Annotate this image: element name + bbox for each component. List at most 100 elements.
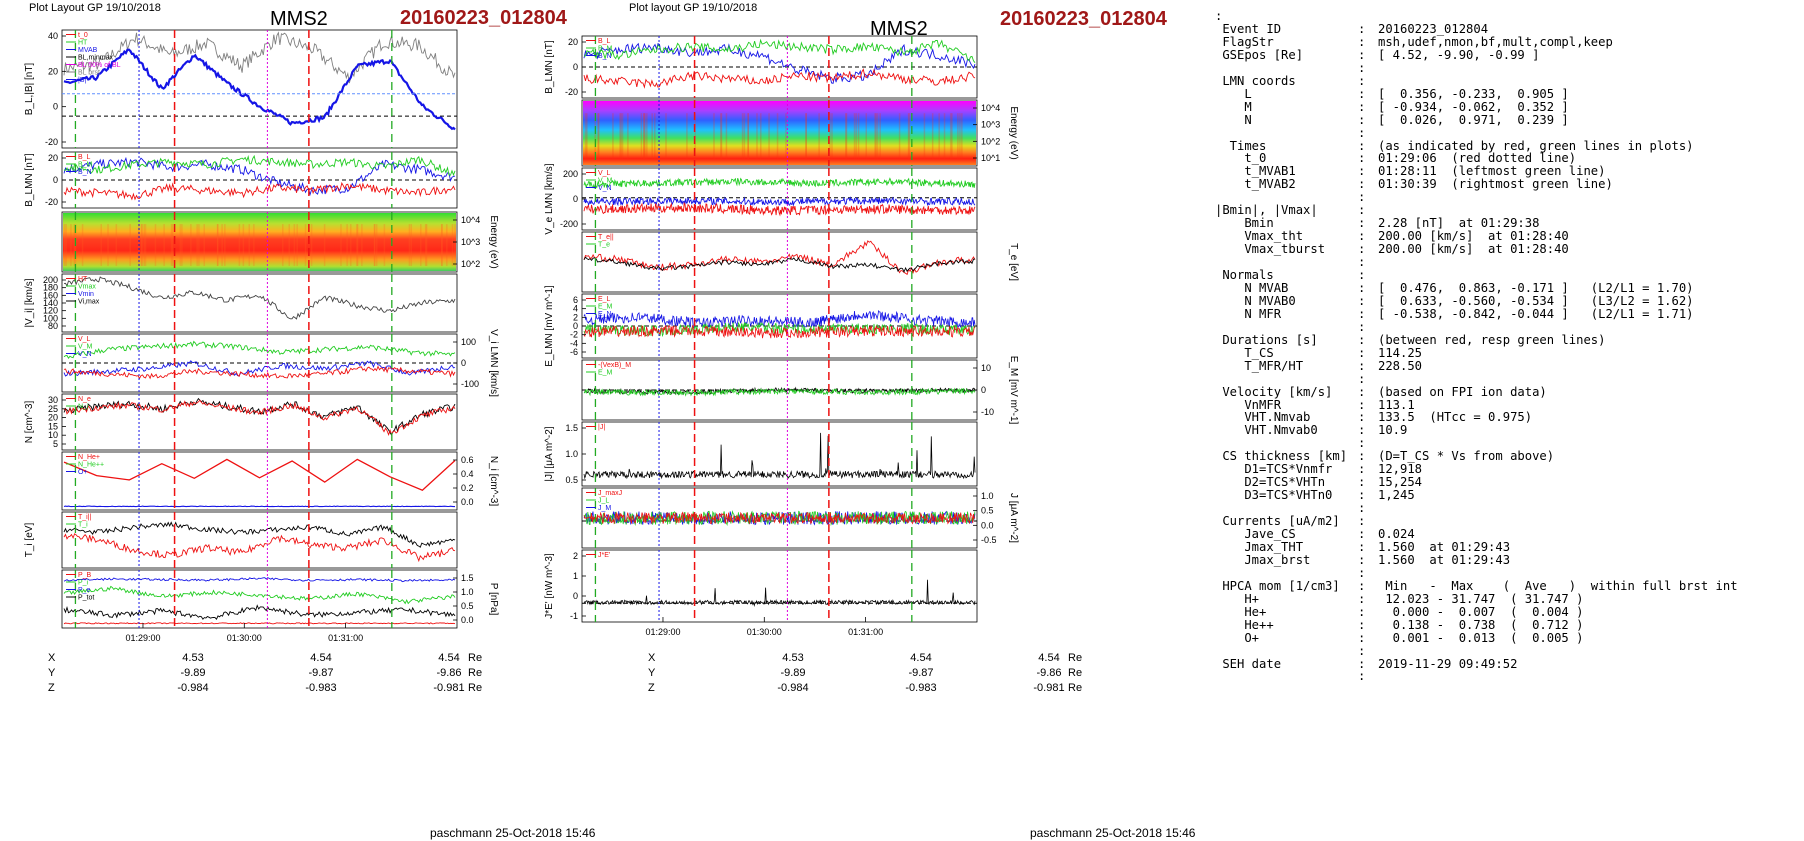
summary-value: 0.024 <box>1378 527 1415 541</box>
summary-sep: : <box>1358 86 1366 101</box>
series-JdotE <box>583 579 976 607</box>
legend-label: BL 50% of BL <box>78 62 121 69</box>
series-Te-par <box>583 240 976 276</box>
event-summary-panel: : Event ID:20160223_012804 FlagStr: msh,u… <box>1215 9 1800 829</box>
ytick-label: -6 <box>570 347 578 357</box>
ephemeris-table-right: X 4.53 4.54 4.54 Re Y -9.89 -9.87 -9.86 Re Z -0.984… <box>648 652 1148 712</box>
series-J-mag <box>583 432 976 480</box>
panel-rj: 1.5 1.0 0.5 |J| [μA m^-2] |J| <box>544 421 978 487</box>
summary-value: 228.50 <box>1378 358 1423 373</box>
ephem-value: -0.984 <box>777 682 809 694</box>
panel-p: 1.5 1.0 0.5 0.0 P [nPa] P_BP_iP_eP_tot <box>61 569 499 629</box>
summary-key: GSEpos [Re] <box>1215 47 1304 62</box>
summary-value: 01:28:11 (leftmost green line) <box>1378 164 1606 179</box>
summary-sep: : <box>1358 371 1366 386</box>
series-B-L <box>583 42 976 84</box>
summary-value: [ 0.026, 0.971, 0.239 ] <box>1378 112 1569 127</box>
series-O-plus <box>63 505 455 508</box>
panel-frame <box>581 231 978 293</box>
ephem-unit: Re <box>468 667 483 679</box>
summary-sep: : <box>1358 565 1366 580</box>
series-J-L <box>583 510 976 527</box>
ephem-value: -9.89 <box>780 667 806 679</box>
layout-label-left: Plot Layout GP 19/10/2018 <box>29 2 161 14</box>
spectrogram-fill <box>583 101 976 165</box>
summary-sep: : <box>1358 397 1366 412</box>
ylabel: T_i [eV] <box>24 523 35 558</box>
summary-sep: : <box>1358 539 1366 554</box>
legend-label: B_M <box>78 162 93 169</box>
summary-sep: : <box>1358 73 1366 88</box>
legend-label: B_M <box>598 46 613 53</box>
summary-key: M <box>1215 99 1252 114</box>
summary-key: Jmax_brst <box>1215 552 1311 567</box>
ephem-unit: Re <box>1068 682 1083 694</box>
rtick-label: 0.4 <box>461 469 474 479</box>
summary-value: (based on FPI ion data) <box>1378 384 1547 399</box>
panel-rb: 20 0 -20 B_LMN [nT] B_LB_MB_N <box>544 35 978 99</box>
summary-sep: : <box>1358 34 1366 49</box>
summary-sep: : <box>1358 643 1366 658</box>
summary-sep: : <box>1358 99 1366 114</box>
summary-sep: : <box>1358 112 1366 127</box>
summary-sep: : <box>1358 242 1366 257</box>
series-N-e <box>63 397 456 436</box>
summary-sep: : <box>1358 345 1366 360</box>
summary-value: msh,udef,nmon,bf,mult,compl,keep <box>1378 34 1613 49</box>
legend-label: P_e <box>78 587 91 594</box>
ylabel: E_LMN [mV m^-1] <box>544 285 555 367</box>
legend-label: BL,minmax <box>78 55 114 62</box>
summary-sep: : <box>1358 449 1366 464</box>
summary-sep: : <box>1358 384 1366 399</box>
panel-rem: 10 0 -10 E_M [mV m^-1] -(VexB)_ME_M <box>581 356 1019 425</box>
summary-value: 133.5 (HTcc = 0.975) <box>1378 410 1533 425</box>
ytick-label: 40 <box>48 31 58 41</box>
series-B-N <box>63 181 456 201</box>
ephem-value: -0.983 <box>305 682 337 694</box>
legend-label: -(VexB)_M <box>598 362 631 369</box>
legend-label: B_L <box>78 154 91 161</box>
summary-key: |Bmin|, |Vmax| <box>1215 203 1318 218</box>
panel-vlmn: 100 0 -100 V_i LMN [km/s] V_LV_MV_N <box>61 329 499 397</box>
legend-label: N_He+ <box>78 454 100 461</box>
ytick-label: 20 <box>48 66 58 76</box>
rtick-label: -100 <box>461 379 479 389</box>
ylabel: V_e LMN [km/s] <box>544 163 555 234</box>
summary-sep: : <box>1358 164 1366 179</box>
summary-value: [ -0.934, -0.062, 0.352 ] <box>1378 99 1569 114</box>
ytick-label: 1 <box>573 571 578 581</box>
panel-rje: 2 1 0 -1 J*E' [nW m^-3] J*E' <box>544 549 978 623</box>
rtick-label: 0 <box>981 385 986 395</box>
rtick-label: 10^2 <box>461 259 480 269</box>
summary-value: 1.560 at 01:29:43 <box>1378 539 1511 554</box>
ephem-value: -9.86 <box>436 667 462 679</box>
summary-key: Vmax_tht <box>1215 229 1304 244</box>
rtick-label: 10^4 <box>981 103 1000 113</box>
series-V-L <box>63 340 456 360</box>
series-E-M <box>583 387 976 397</box>
ephem-value: 4.53 <box>182 652 204 664</box>
right-ylabel: T_e [eV] <box>1008 243 1019 281</box>
legend-label: B_N <box>78 169 92 176</box>
ytick-label: 1.5 <box>565 423 578 433</box>
summary-key: D1=TCS*Vnmfr <box>1215 462 1333 477</box>
ytick-label: -2 <box>570 330 578 340</box>
summary-key: FlagStr <box>1215 34 1274 49</box>
ytick-label: 10 <box>48 430 58 440</box>
ytick-label: 0 <box>573 194 578 204</box>
summary-value: Min - Max ( Ave ) within full brst int <box>1378 578 1738 593</box>
panel-frame <box>581 99 978 167</box>
summary-value: : <box>1215 9 1223 23</box>
summary-key: SEH date <box>1215 656 1282 671</box>
ytick-label: 200 <box>43 275 58 285</box>
summary-key: Jave_CS <box>1215 527 1296 541</box>
summary-key: He+ <box>1215 604 1267 619</box>
summary-key: HPCA mom [1/cm3] <box>1215 578 1340 593</box>
summary-sep: : <box>1358 501 1366 516</box>
summary-value: 2019-11-29 09:49:52 <box>1378 656 1518 671</box>
summary-sep: : <box>1358 656 1366 671</box>
ytick-label: 100 <box>43 313 58 323</box>
summary-value: 0.001 - 0.013 ( 0.005 ) <box>1378 630 1584 645</box>
right-ylabel: J [μA m^-2] <box>1008 493 1019 543</box>
legend-label: B_L <box>598 38 611 45</box>
